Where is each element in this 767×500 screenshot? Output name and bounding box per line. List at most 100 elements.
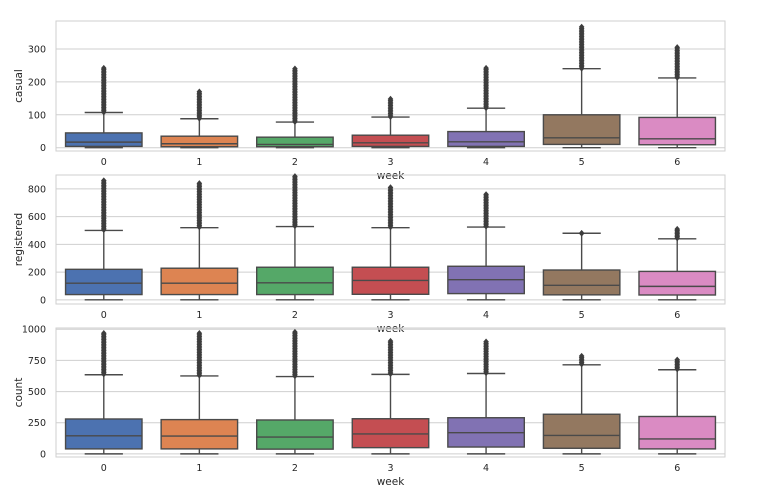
outlier-point bbox=[483, 191, 489, 198]
panel-casual: 0 100 200 300 0 1 2 3 4 5 6 casual week bbox=[13, 20, 726, 182]
outlier-point bbox=[674, 44, 681, 51]
x-tick-label: 2 bbox=[292, 310, 298, 321]
iqr-box bbox=[64, 268, 143, 296]
plot-frame bbox=[55, 174, 726, 305]
iqr-box bbox=[160, 135, 239, 148]
box-2 bbox=[256, 328, 334, 455]
x-tick-label: 0 bbox=[101, 310, 107, 321]
box-2 bbox=[256, 173, 334, 301]
box-1 bbox=[160, 180, 239, 301]
outliers bbox=[578, 23, 585, 72]
outliers bbox=[674, 356, 681, 373]
outlier-point bbox=[196, 88, 203, 95]
y-tick-label: 250 bbox=[28, 418, 46, 429]
outlier-point bbox=[674, 356, 681, 363]
box-6 bbox=[638, 44, 717, 149]
box-3 bbox=[351, 337, 430, 455]
outliers bbox=[674, 225, 681, 242]
x-tick-label: 5 bbox=[579, 310, 585, 321]
iqr-box bbox=[542, 269, 621, 296]
outliers bbox=[483, 191, 489, 230]
outlier-point bbox=[292, 65, 298, 72]
iqr-box bbox=[447, 130, 526, 148]
box-0 bbox=[64, 330, 143, 455]
outliers bbox=[292, 328, 298, 380]
x-tick-label: 0 bbox=[101, 157, 107, 168]
box-3 bbox=[351, 95, 430, 149]
outlier-point bbox=[100, 330, 107, 337]
box-4 bbox=[447, 191, 526, 301]
x-axis-label: week bbox=[377, 170, 406, 182]
outliers bbox=[483, 64, 489, 112]
outliers bbox=[196, 88, 203, 122]
panel-registered: 0 200 400 600 800 0 1 2 3 4 5 6 registered week bbox=[13, 173, 726, 335]
outliers bbox=[578, 352, 585, 368]
box-0 bbox=[64, 177, 143, 301]
x-tick-label: 0 bbox=[101, 463, 107, 474]
outlier-point bbox=[578, 352, 585, 360]
outliers bbox=[387, 184, 394, 231]
iqr-box bbox=[160, 418, 239, 450]
y-tick-label: 300 bbox=[28, 44, 46, 55]
iqr-box bbox=[638, 415, 717, 450]
outlier-point bbox=[387, 184, 394, 191]
x-tick-label: 5 bbox=[579, 157, 585, 168]
outliers bbox=[292, 173, 298, 230]
y-tick-label: 750 bbox=[28, 356, 46, 367]
iqr-box bbox=[160, 267, 239, 296]
x-tick-label: 3 bbox=[387, 463, 393, 474]
iqr-box bbox=[64, 418, 143, 450]
iqr-box bbox=[638, 270, 717, 296]
outlier-point bbox=[674, 225, 681, 233]
y-tick-label: 800 bbox=[28, 184, 46, 195]
box-3 bbox=[351, 184, 430, 301]
outlier-point bbox=[292, 328, 298, 336]
iqr-box bbox=[64, 132, 143, 148]
y-tick-label: 1000 bbox=[22, 325, 46, 336]
x-tick-label: 4 bbox=[483, 157, 489, 168]
outliers bbox=[674, 44, 681, 81]
box-2 bbox=[256, 65, 334, 149]
y-tick-label: 200 bbox=[28, 268, 46, 279]
box-5 bbox=[542, 23, 621, 149]
x-axis-label: week bbox=[377, 476, 406, 488]
outlier-point bbox=[578, 230, 585, 237]
x-tick-label: 4 bbox=[483, 463, 489, 474]
panel-count: 0 250 500 750 1000 0 1 2 3 4 5 6 count week bbox=[13, 325, 726, 488]
outlier-point bbox=[483, 64, 489, 72]
y-axis-label: count bbox=[13, 378, 25, 408]
box-1 bbox=[160, 330, 239, 455]
box-6 bbox=[638, 356, 717, 455]
iqr-box bbox=[542, 114, 621, 146]
iqr-box bbox=[256, 419, 334, 450]
y-tick-label: 0 bbox=[40, 449, 46, 460]
x-tick-label: 6 bbox=[674, 310, 680, 321]
box-5 bbox=[542, 230, 621, 301]
x-tick-label: 1 bbox=[196, 463, 202, 474]
outliers bbox=[292, 65, 298, 125]
outliers bbox=[483, 338, 489, 377]
outlier-point bbox=[196, 180, 203, 187]
x-tick-label: 3 bbox=[387, 157, 393, 168]
outlier-point bbox=[292, 173, 298, 180]
outlier-point bbox=[196, 330, 203, 337]
box-4 bbox=[447, 64, 526, 149]
y-axis-label: casual bbox=[13, 69, 25, 103]
x-tick-label: 2 bbox=[292, 157, 298, 168]
x-tick-label: 6 bbox=[674, 463, 680, 474]
box-4 bbox=[447, 338, 526, 455]
y-tick-label: 0 bbox=[40, 143, 46, 154]
plot-frame bbox=[55, 327, 726, 458]
outlier-point bbox=[387, 337, 394, 345]
box-6 bbox=[638, 225, 717, 301]
y-tick-label: 100 bbox=[28, 110, 46, 121]
y-axis-label: registered bbox=[13, 213, 25, 266]
x-tick-label: 1 bbox=[196, 157, 202, 168]
box-0 bbox=[64, 64, 143, 149]
outliers bbox=[100, 64, 107, 116]
outlier-point bbox=[100, 177, 107, 184]
iqr-box bbox=[638, 116, 717, 146]
outliers bbox=[196, 180, 203, 231]
x-tick-label: 1 bbox=[196, 310, 202, 321]
